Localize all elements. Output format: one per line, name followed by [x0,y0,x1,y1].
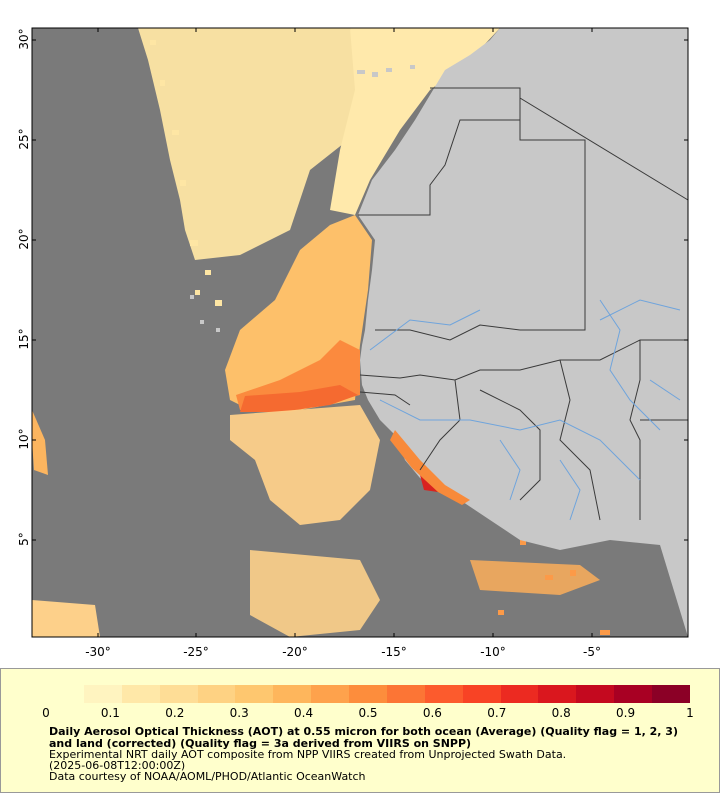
aot-gulf-patch [470,560,600,595]
aot-coastal-band [390,430,470,505]
aot-southwest-patch [32,600,100,637]
colorbar-swatch [273,685,312,703]
colorbar-swatch [197,685,236,703]
colorbar-swatch [386,685,425,703]
lon-label-30w: -30° [85,645,111,659]
legend-credit: Data courtesy of NOAA/AOML/PHOD/Atlantic… [49,770,366,783]
lat-label-5: 5° [17,532,31,546]
colorbar-tick-label: 0.4 [294,706,314,720]
lon-tick-marks [97,28,593,637]
colorbar-swatch [235,685,274,703]
colorbar-swatch [576,685,615,703]
aot-west-edge [32,410,48,475]
aot-plume-peak [240,385,358,412]
lat-label-15: 15° [17,328,31,350]
lat-label-10: 10° [17,428,31,450]
colorbar-tick-label: 0.6 [422,706,442,720]
aot-gulf-speckle [498,540,610,635]
lon-label-15w: -15° [381,645,407,659]
lat-label-30: 30° [17,28,31,50]
rivers [369,299,681,521]
colorbar-swatch [46,685,84,703]
map-frame: 30° 25° 20° 15° 10° 5° -30° -25° -20° -1… [17,27,689,659]
aot-swath-speckle [150,40,222,306]
colorbar-swatch [159,685,198,703]
legend-panel: 0 0.1 0.2 0.3 0.4 0.5 0.6 0.7 0.8 0.9 1 Daily Aero… [0,668,720,793]
colorbar-tick-label: 0.9 [616,706,636,720]
colorbar [46,685,690,703]
colorbar-swatch [424,685,463,703]
colorbar-swatch [500,685,539,703]
colorbar-swatch [538,685,577,703]
legend-title: Daily Aerosol Optical Thickness (AOT) at… [49,725,678,750]
cape-verde-islands [190,295,220,332]
colorbar-tick-label: 1 [686,706,694,720]
colorbar-tick-label: 0.7 [487,706,507,720]
legend-date: (2025-06-08T12:00:00Z) [49,759,186,772]
lat-label-20: 20° [17,228,31,250]
lon-label-25w: -25° [183,645,209,659]
lon-label-20w: -20° [282,645,308,659]
colorbar-tick-label: 0.8 [551,706,571,720]
aot-map [31,27,689,638]
aot-south-patch-2 [250,550,380,637]
aot-swath-west [138,28,360,260]
lat-tick-marks [32,39,688,541]
map-border [31,27,689,638]
colorbar-swatch [349,685,387,703]
colorbar-tick-label: 0.2 [165,706,185,720]
aot-south-patch [230,405,380,525]
lon-label-5w: -5° [583,645,601,659]
colorbar-swatch [311,685,349,703]
colorbar-tick-label: 0 [42,706,50,720]
colorbar-tick-label: 0.5 [358,706,378,720]
colorbar-swatch [83,685,122,703]
colorbar-swatch [121,685,160,703]
legend-description: Experimental NRT daily AOT composite fro… [49,748,567,761]
lat-label-25: 25° [17,128,31,150]
country-borders [358,87,689,521]
colorbar-swatch [652,685,690,703]
lon-label-10w: -10° [480,645,506,659]
colorbar-swatch [462,685,501,703]
colorbar-tick-label: 0.3 [229,706,249,720]
colorbar-swatch [614,685,652,703]
canary-islands [357,65,415,77]
colorbar-tick-label: 0.1 [100,706,120,720]
